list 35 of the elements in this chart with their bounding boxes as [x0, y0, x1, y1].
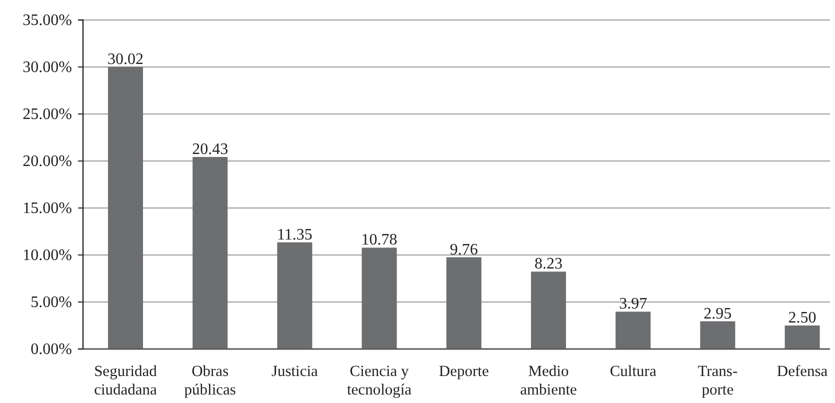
data-label: 20.43	[192, 140, 228, 158]
x-tick-label: Cultura	[610, 363, 656, 380]
data-label: 9.76	[450, 241, 478, 258]
bar	[616, 312, 651, 349]
x-tick-label: Justicia	[271, 363, 318, 380]
y-tick-label: 35.00%	[22, 12, 72, 30]
data-label: 10.78	[361, 232, 398, 249]
data-label: 3.97	[619, 296, 648, 313]
x-tick-label: Medio ambiente	[520, 363, 578, 398]
x-tick-label: Obras públicas	[184, 363, 236, 398]
data-label: 30.02	[108, 50, 144, 68]
x-tick-label: Ciencia y tecnología	[347, 363, 412, 398]
x-tick-label: Seguridad ciudadana	[94, 363, 158, 398]
bar	[530, 272, 566, 349]
y-tick-label: 0.00%	[30, 341, 72, 358]
bar	[277, 242, 312, 349]
data-label: 2.50	[788, 310, 816, 326]
y-tick-label: 30.00%	[22, 59, 72, 76]
x-tick-label: Deporte	[438, 363, 489, 380]
y-tick-label: 25.00%	[22, 106, 72, 124]
y-tick-label: 10.00%	[22, 247, 72, 264]
data-label: 2.95	[704, 305, 732, 322]
bar	[108, 66, 144, 349]
y-tick-label: 15.00%	[22, 200, 72, 218]
bar	[192, 156, 228, 349]
data-label: 11.35	[276, 226, 312, 244]
x-tick-label: Trans- porte	[698, 363, 738, 398]
x-tick-label: Defensa	[776, 363, 828, 380]
bar	[700, 321, 736, 349]
bar	[446, 257, 482, 349]
bar	[362, 248, 397, 349]
y-tick-label: 5.00%	[30, 294, 72, 312]
bar	[784, 326, 820, 349]
data-label: 8.23	[534, 256, 562, 273]
y-tick-label: 20.00%	[22, 153, 72, 170]
